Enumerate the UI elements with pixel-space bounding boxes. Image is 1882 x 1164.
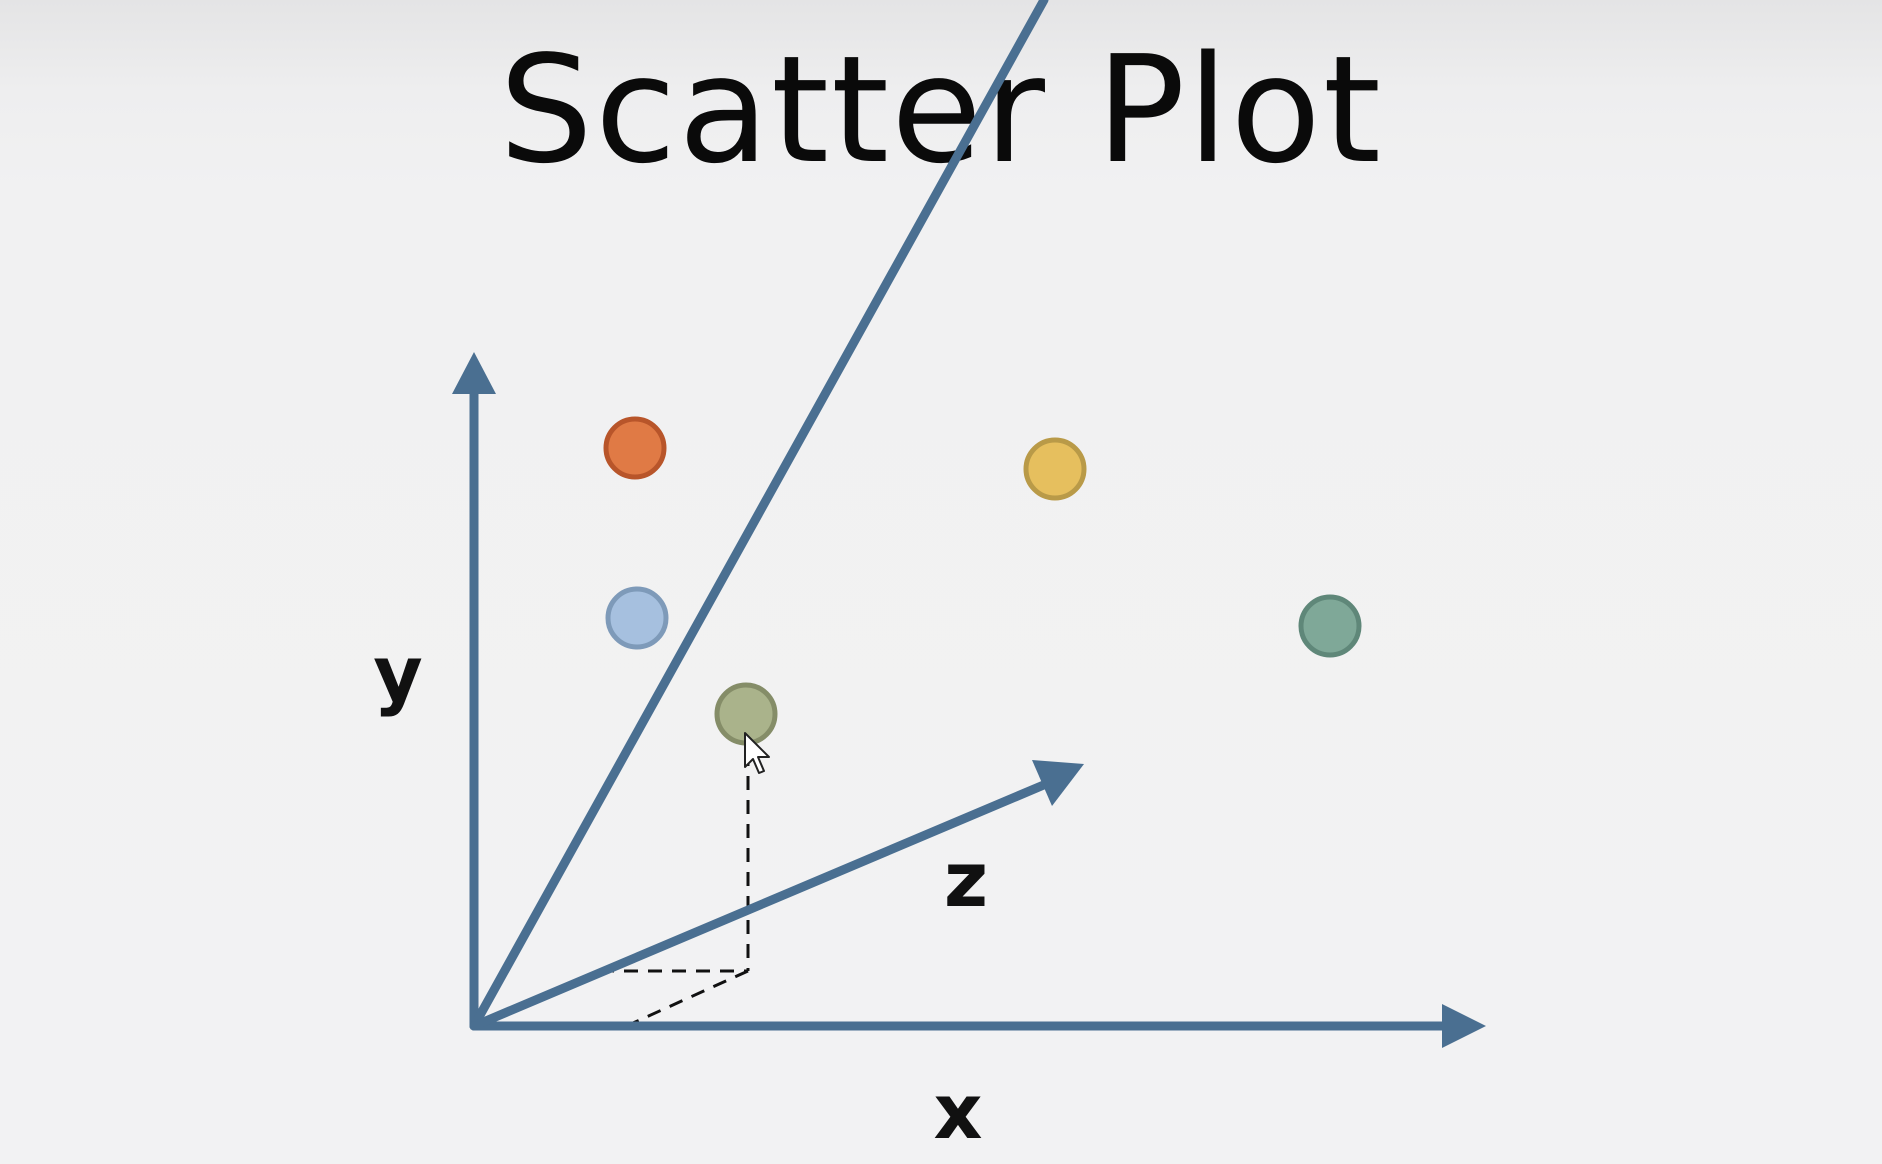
data-points: [603, 416, 1362, 746]
slide-title: Scatter Plot: [499, 24, 1383, 196]
z-axis: [469, 0, 1049, 1031]
y-axis-label: y: [373, 629, 423, 718]
axes: [452, 0, 1486, 1048]
orange-point: [603, 416, 667, 480]
light-blue-point: [605, 586, 669, 650]
z-axis-label: z: [944, 835, 988, 924]
y-axis-arrowhead: [452, 352, 496, 394]
z-axis-arrowhead: [1032, 760, 1084, 806]
yellow-point: [1023, 437, 1087, 501]
projection-lines: [600, 752, 750, 1030]
teal-point: [1298, 594, 1362, 658]
projection-diagonal: [621, 969, 749, 1030]
x-axis-label: x: [933, 1067, 982, 1156]
x-axis-arrowhead: [1442, 1004, 1486, 1048]
mouse-pointer-icon: [744, 732, 770, 774]
